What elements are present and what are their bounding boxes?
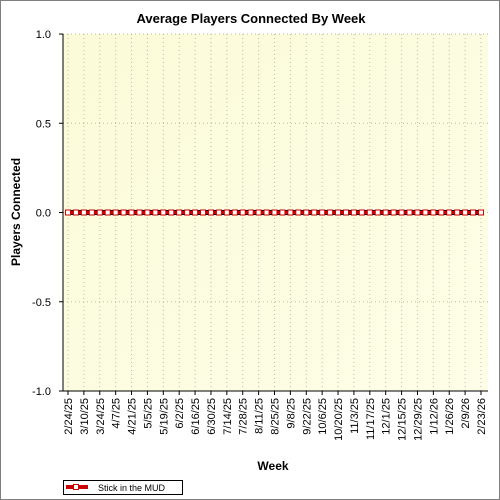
data-point xyxy=(342,209,349,216)
x-tick-label: 3/10/25 xyxy=(79,398,91,435)
data-point xyxy=(176,209,183,216)
x-tick-label: 5/19/25 xyxy=(158,398,170,435)
data-point xyxy=(239,209,246,216)
x-tick-label: 12/1/25 xyxy=(381,398,393,435)
data-point xyxy=(255,209,262,216)
data-point xyxy=(231,209,238,216)
x-tick-label: 12/15/25 xyxy=(397,398,409,441)
x-tick-label: 1/26/26 xyxy=(444,398,456,435)
data-point xyxy=(144,209,151,216)
x-tick-label: 12/29/25 xyxy=(412,398,424,441)
x-tick-label: 9/22/25 xyxy=(301,398,313,435)
data-point xyxy=(382,209,389,216)
data-point xyxy=(88,209,95,216)
legend: Stick in the MUD xyxy=(63,480,183,495)
data-point xyxy=(454,209,461,216)
x-tick-label: 2/9/26 xyxy=(460,398,472,429)
x-axis-label: Week xyxy=(257,459,288,473)
data-point xyxy=(279,209,286,216)
data-point xyxy=(184,209,191,216)
data-point xyxy=(80,209,87,216)
data-point xyxy=(168,209,175,216)
data-point xyxy=(295,209,302,216)
data-point xyxy=(406,209,413,216)
data-point xyxy=(358,209,365,216)
y-axis-label: Players Connected xyxy=(9,158,23,266)
data-point xyxy=(72,209,79,216)
data-point xyxy=(438,209,445,216)
chart-title: Average Players Connected By Week xyxy=(136,11,366,26)
data-point xyxy=(446,209,453,216)
data-point xyxy=(152,209,159,216)
y-axis-ticks: 1.0 0.5 0.0 -0.5 -1.0 xyxy=(32,29,63,398)
x-tick-label: 3/24/25 xyxy=(95,398,107,435)
data-point xyxy=(327,209,334,216)
data-point xyxy=(65,209,71,216)
data-point xyxy=(287,209,294,216)
data-point xyxy=(96,209,103,216)
data-point xyxy=(104,209,111,216)
data-point xyxy=(200,209,207,216)
x-tick-label: 4/7/25 xyxy=(111,398,123,429)
data-point xyxy=(366,209,373,216)
legend-swatch xyxy=(64,481,90,494)
x-tick-label: 11/3/25 xyxy=(349,398,361,434)
data-point xyxy=(335,209,342,216)
data-point xyxy=(215,209,222,216)
x-tick-label: 11/17/25 xyxy=(365,398,377,440)
y-tick-label: 1.0 xyxy=(36,29,51,41)
data-point xyxy=(422,209,429,216)
x-axis-ticks: 2/24/25 3/10/25 3/24/25 4/7/25 4/21/25 5/5/25… xyxy=(63,391,488,441)
data-point xyxy=(223,209,230,216)
data-point xyxy=(303,209,310,216)
x-tick-label: 2/23/26 xyxy=(476,398,488,435)
x-tick-label: 6/2/25 xyxy=(174,398,186,429)
data-point xyxy=(160,209,167,216)
data-point xyxy=(319,209,326,216)
data-point xyxy=(414,209,421,216)
y-tick-label: -0.5 xyxy=(32,297,51,309)
x-tick-label: 6/16/25 xyxy=(190,398,202,435)
data-point xyxy=(478,209,484,216)
x-tick-label: 8/25/25 xyxy=(270,398,282,435)
y-tick-label: 0.0 xyxy=(36,208,51,220)
data-point xyxy=(271,209,278,216)
series-layer xyxy=(65,209,484,216)
data-point xyxy=(136,209,143,216)
data-point xyxy=(120,209,127,216)
data-point xyxy=(430,209,437,216)
data-point xyxy=(112,209,119,216)
data-point xyxy=(390,209,397,216)
x-tick-label: 9/8/25 xyxy=(285,398,297,429)
data-point xyxy=(374,209,381,216)
y-tick-label: -1.0 xyxy=(32,386,51,398)
x-tick-label: 7/14/25 xyxy=(222,398,234,435)
x-tick-label: 7/28/25 xyxy=(238,398,250,435)
x-tick-label: 5/5/25 xyxy=(142,398,154,429)
x-tick-label: 8/11/25 xyxy=(254,398,266,434)
x-tick-label: 2/24/25 xyxy=(63,398,75,435)
x-tick-label: 1/12/26 xyxy=(428,398,440,435)
data-point xyxy=(247,209,254,216)
y-tick-label: 0.5 xyxy=(36,118,51,130)
data-point xyxy=(462,209,469,216)
x-tick-label: 6/30/25 xyxy=(206,398,218,435)
x-tick-label: 4/21/25 xyxy=(127,398,139,435)
data-point xyxy=(311,209,318,216)
legend-entry-label: Stick in the MUD xyxy=(98,482,166,493)
data-point xyxy=(128,209,135,216)
data-point xyxy=(398,209,405,216)
data-point xyxy=(350,209,357,216)
x-tick-label: 10/20/25 xyxy=(333,398,345,441)
x-tick-label: 10/6/25 xyxy=(317,398,329,435)
data-point xyxy=(470,209,477,216)
data-point xyxy=(192,209,199,216)
data-point xyxy=(263,209,270,216)
data-point xyxy=(207,209,214,216)
